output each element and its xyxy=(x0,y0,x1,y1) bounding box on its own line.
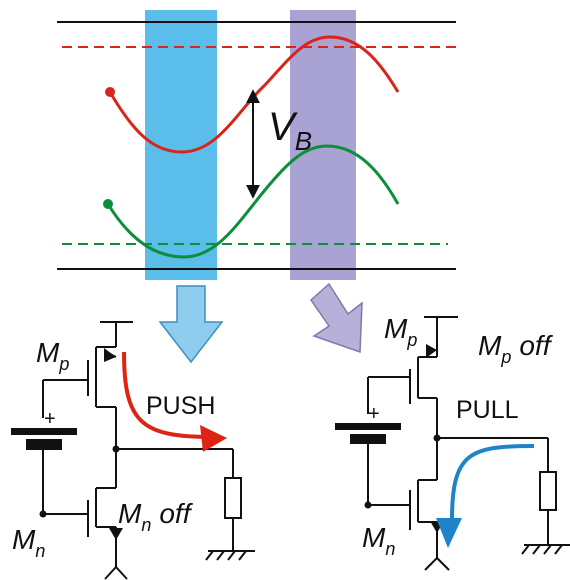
red-waveform xyxy=(108,35,400,154)
push-mn-source-arrow xyxy=(109,528,123,540)
pull-output-node xyxy=(433,434,441,442)
push-circuit xyxy=(42,321,255,580)
push-mp-source-arrow xyxy=(104,348,116,362)
push-current-arrow xyxy=(122,351,206,439)
vb-label: VB xyxy=(268,105,312,156)
green-waveform xyxy=(106,144,400,259)
push-output-node xyxy=(112,445,120,453)
pull-current-arrow xyxy=(450,444,535,521)
pull-battery-plus: + xyxy=(368,403,380,425)
pull-bottom-node xyxy=(364,501,372,509)
push-current-arrowhead xyxy=(200,425,227,452)
push-battery-short-plate xyxy=(26,439,62,450)
pull-label: PULL xyxy=(456,396,519,424)
purple-diagonal-arrow xyxy=(310,282,363,354)
red-waveform-start-dot xyxy=(105,87,115,97)
pull-battery-long-plate xyxy=(335,423,401,430)
push-mn-label: Mn xyxy=(12,524,45,561)
green-waveform-start-dot xyxy=(103,199,113,209)
push-battery-plus: + xyxy=(44,408,56,430)
pull-battery-short-plate xyxy=(350,434,386,444)
pull-mp-label: Mp xyxy=(384,313,417,350)
pull-mp-source-arrow xyxy=(426,344,437,358)
push-bottom-node xyxy=(39,510,47,518)
push-battery-long-plate xyxy=(11,428,77,435)
pull-mp-off-label: Mp off xyxy=(478,330,554,367)
waveform-panel: VB xyxy=(57,10,458,280)
push-label: PUSH xyxy=(146,392,215,420)
push-mn-off-label: Mn off xyxy=(118,498,194,535)
pull-mn-label: Mn xyxy=(362,522,395,559)
blue-down-arrow xyxy=(158,285,224,364)
pull-current-arrowhead xyxy=(436,518,462,548)
push-mp-label: Mp xyxy=(36,337,69,374)
